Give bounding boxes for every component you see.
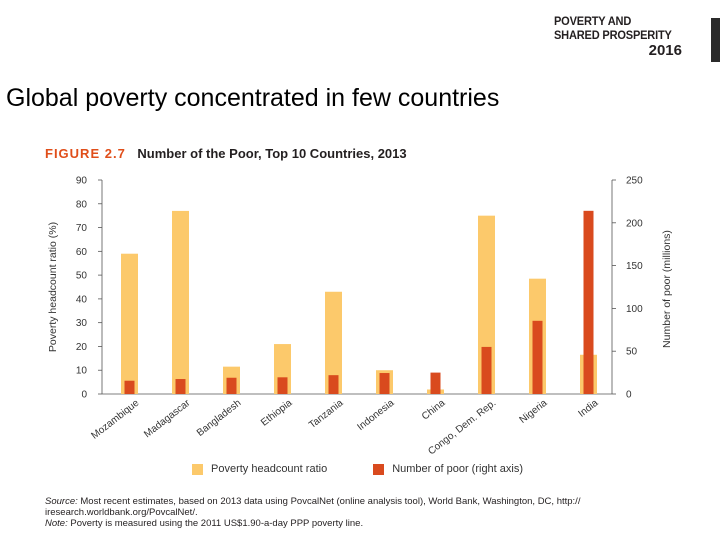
note-label: Note: xyxy=(45,518,68,529)
legend-label-ratio: Poverty headcount ratio xyxy=(211,463,328,475)
right-tick-label: 150 xyxy=(626,261,643,272)
brand-line-1: POVERTY AND xyxy=(554,14,632,28)
bar-number-of-poor xyxy=(379,373,390,394)
left-tick-label: 80 xyxy=(76,199,88,210)
figure-title: Number of the Poor, Top 10 Countries, 20… xyxy=(137,146,407,161)
bar-headcount-ratio xyxy=(325,291,342,394)
bar-number-of-poor xyxy=(277,377,288,394)
legend-item-poor: Number of poor (right axis) xyxy=(373,463,523,475)
category-label: Ethiopia xyxy=(259,397,295,428)
left-tick-label: 10 xyxy=(76,366,88,377)
category-label: China xyxy=(420,397,448,422)
left-axis-title: Poverty headcount ratio (%) xyxy=(47,222,59,352)
bar-number-of-poor xyxy=(226,377,237,394)
bar-number-of-poor xyxy=(583,210,594,394)
bar-number-of-poor xyxy=(532,320,543,394)
legend-item-ratio: Poverty headcount ratio xyxy=(192,463,327,475)
bar-number-of-poor xyxy=(430,372,441,394)
left-tick-label: 30 xyxy=(76,318,88,329)
bar-number-of-poor xyxy=(481,346,492,394)
left-tick-label: 90 xyxy=(76,176,88,187)
left-tick-label: 0 xyxy=(81,390,87,401)
slide-title: Global poverty concentrated in few count… xyxy=(6,84,500,112)
category-label: India xyxy=(576,397,600,419)
left-tick-label: 20 xyxy=(76,342,88,353)
source-text: Most recent estimates, based on 2013 dat… xyxy=(45,496,581,518)
edge-decoration xyxy=(711,18,720,62)
category-label: Indonesia xyxy=(355,397,396,433)
right-tick-label: 200 xyxy=(626,218,643,229)
figure-heading: FIGURE 2.7 Number of the Poor, Top 10 Co… xyxy=(45,146,407,161)
bar-headcount-ratio xyxy=(121,253,138,394)
bar-number-of-poor xyxy=(124,380,135,394)
brand-line-2: SHARED PROSPERITY xyxy=(554,28,672,42)
left-tick-label: 70 xyxy=(76,223,88,234)
category-label: Tanzania xyxy=(307,397,346,431)
right-axis-title: Number of poor (millions) xyxy=(661,230,673,348)
right-tick-label: 50 xyxy=(626,347,638,358)
legend-label-poor: Number of poor (right axis) xyxy=(392,463,524,475)
source-label: Source: xyxy=(45,496,78,507)
legend-swatch-ratio xyxy=(192,463,203,475)
chart-legend: Poverty headcount ratio Number of poor (… xyxy=(192,463,523,475)
left-tick-label: 50 xyxy=(76,271,88,282)
bar-number-of-poor xyxy=(328,375,339,394)
figure-number: FIGURE 2.7 xyxy=(45,146,126,161)
legend-swatch-poor xyxy=(373,463,385,475)
right-tick-label: 250 xyxy=(626,176,643,187)
category-label: Madagascar xyxy=(142,397,193,440)
method-note: Note: Poverty is measured using the 2011… xyxy=(45,518,685,529)
figure-footnote: Source: Most recent estimates, based on … xyxy=(45,496,685,529)
bar-headcount-ratio xyxy=(172,210,189,394)
report-brand: POVERTY AND SHARED PROSPERITY 2016 xyxy=(554,14,682,60)
category-label: Bangladesh xyxy=(195,398,243,439)
bar-number-of-poor xyxy=(175,379,186,394)
note-text: Poverty is measured using the 2011 US$1.… xyxy=(67,518,364,529)
brand-year: 2016 xyxy=(648,42,682,59)
left-tick-label: 60 xyxy=(76,247,88,258)
category-label: Nigeria xyxy=(518,397,550,425)
source-note: Source: Most recent estimates, based on … xyxy=(45,496,685,518)
right-tick-label: 100 xyxy=(626,304,643,315)
left-tick-label: 40 xyxy=(76,294,88,305)
category-label: Mozambique xyxy=(89,397,141,441)
right-tick-label: 0 xyxy=(626,390,632,401)
